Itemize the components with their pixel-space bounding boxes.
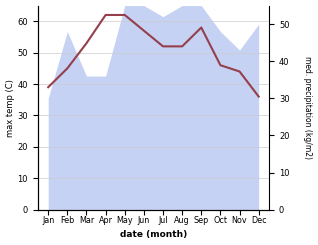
Y-axis label: med. precipitation (kg/m2): med. precipitation (kg/m2) — [303, 56, 313, 159]
X-axis label: date (month): date (month) — [120, 231, 187, 239]
Y-axis label: max temp (C): max temp (C) — [5, 79, 15, 136]
